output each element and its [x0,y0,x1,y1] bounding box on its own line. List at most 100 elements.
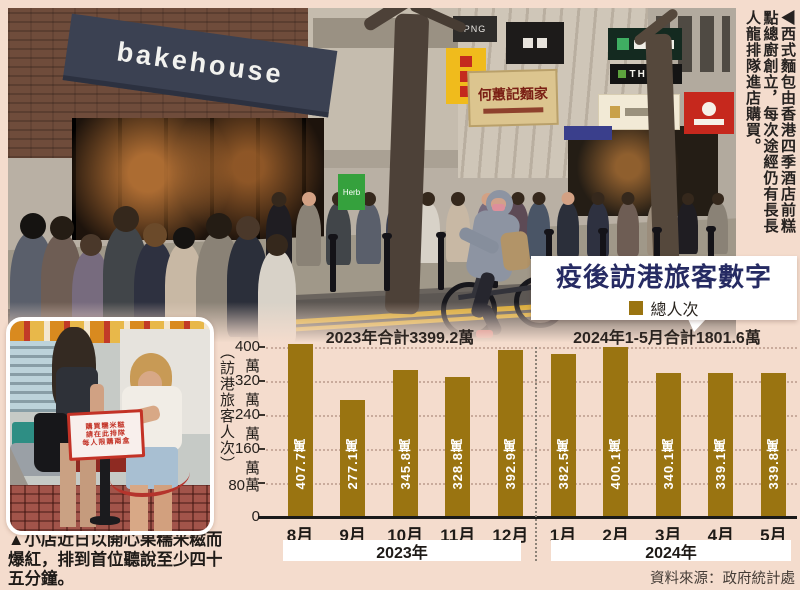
year-band-2024: 2024年 [551,540,791,562]
gridline [266,381,797,383]
person-figure [617,192,639,257]
person-head [421,192,435,206]
year-group-divider [535,347,537,561]
chart-bar: 339.8萬 [760,373,786,518]
woman-left-leg [80,442,96,527]
y-tick-320: 320萬 [234,372,260,409]
y-axis-unit-label: （訪港旅客人次） [218,344,235,472]
legend-label: 總人次 [650,301,699,319]
person-head [205,212,232,239]
street-bollard [436,231,446,290]
y-tick-160: 160萬 [234,440,260,477]
person-head [235,216,260,240]
person-figure [557,192,579,258]
person-head [591,192,605,206]
bar-value-label: 400.1萬 [608,438,624,490]
person-figure [326,192,351,266]
png-sign: PNG [453,16,497,42]
chart-bar: 277.1萬 [340,400,366,518]
person-head [451,191,465,206]
bar-value-label: 345.8萬 [397,438,413,490]
title-box-tail [688,319,706,332]
person-head [112,205,139,232]
y-tick-400: 400萬 [234,338,260,375]
gridline [266,415,797,417]
red-shop-sign [684,92,734,134]
street-bollard [328,234,338,292]
stanchion-base [90,516,120,525]
bar-value-label: 392.9萬 [502,438,518,490]
person-head [266,233,288,256]
y-tick-mark [258,414,265,416]
y-tick-0: 0 [251,508,260,525]
bar-value-label: 339.1萬 [713,438,729,490]
y-tick-mark [258,380,265,382]
y-tick-80: 80萬 [228,477,260,494]
cyclist-mask [492,204,505,211]
bar-value-label: 328.8萬 [450,438,466,490]
woman-left-leg [60,442,76,527]
person-head [271,191,287,207]
chart-group-header-2023: 2023年合計3399.2萬 [325,330,475,347]
person-figure [296,192,321,267]
bar-value-label: 277.1萬 [345,438,361,490]
gridline [266,483,797,485]
person-head [532,192,545,206]
x-axis-baseline [258,516,797,519]
chart-bar: 382.5萬 [550,354,576,518]
chart-bar: 328.8萬 [445,377,471,518]
stanchion-pole [100,451,110,523]
person-head [19,212,46,239]
bar-value-label: 407.7萬 [292,438,308,490]
photo-caption-bottom: ▲小店近日以開心果糯米糍而爆紅，排到首位聽說至少四十五分鐘。 [8,531,223,588]
chart-plot: 407.7萬 277.1萬 345.8萬 328.8萬 392.9萬 382.5萬 400.… [266,344,797,518]
person-figure [527,192,550,259]
chart-legend: 總人次 [629,296,699,320]
person-head [80,233,102,256]
street-bollard [382,232,392,291]
legend-swatch [629,300,644,315]
bar-value-label: 340.1萬 [660,438,676,490]
chart-bar: 340.1萬 [655,373,681,518]
blue-small-sign [564,126,612,140]
cyclist-bag [499,230,532,272]
data-source-note: 資料來源：政府統計處 [650,571,795,587]
person-figure [677,192,698,255]
chart-bar: 392.9萬 [497,350,523,518]
chart-month-row: 8月 9月 10月 11月 12月 1月 2月 3月 4月 5月 [266,521,797,545]
person-figure [356,192,381,265]
photo-caption-vertical: ◀西式麵包由香港四季酒店前糕點總廚創立，每次途經仍有長長人龍排隊進店購買。 [744,10,796,234]
chart-bar: 339.1萬 [708,373,734,518]
person-head [142,223,167,247]
person-head [681,192,694,205]
herb-placard: Herb [338,174,365,210]
person-head [561,192,575,206]
stanchion-rope [110,455,190,498]
queue-sign-line: 每人限購兩盒 [82,438,131,448]
person-head [621,192,635,206]
bar-value-label: 382.5萬 [555,438,571,490]
chart-title: 疫後訪港旅客數字 [555,261,772,292]
person-head [711,192,724,205]
bar-value-label: 339.8萬 [765,438,781,490]
dark-logo-sign [506,22,564,64]
gridline [266,347,797,349]
y-tick-240: 240萬 [234,406,260,443]
person-head [49,216,74,240]
year-band-2023: 2023年 [283,540,521,562]
gridline [266,449,797,451]
y-tick-mark [258,346,265,348]
person-head [361,192,376,207]
queue-notice-sign: 購買糯米糍 請在此排隊 每人限購兩盒 [66,409,146,462]
y-tick-mark [258,448,265,450]
woman-right-leg [154,484,172,531]
person-head [301,192,316,207]
person-head [173,226,195,249]
chart-group-header-2024: 2024年1-5月合計1801.6萬 [573,330,761,347]
chart-title-box: 疫後訪港旅客數字 總人次 [531,256,797,320]
right-storefront [568,126,718,216]
y-tick-mark [258,482,265,484]
queue-sign-photo: 購買糯米糍 請在此排隊 每人限購兩盒 [6,317,214,535]
chart-bar: 407.7萬 [287,344,313,518]
